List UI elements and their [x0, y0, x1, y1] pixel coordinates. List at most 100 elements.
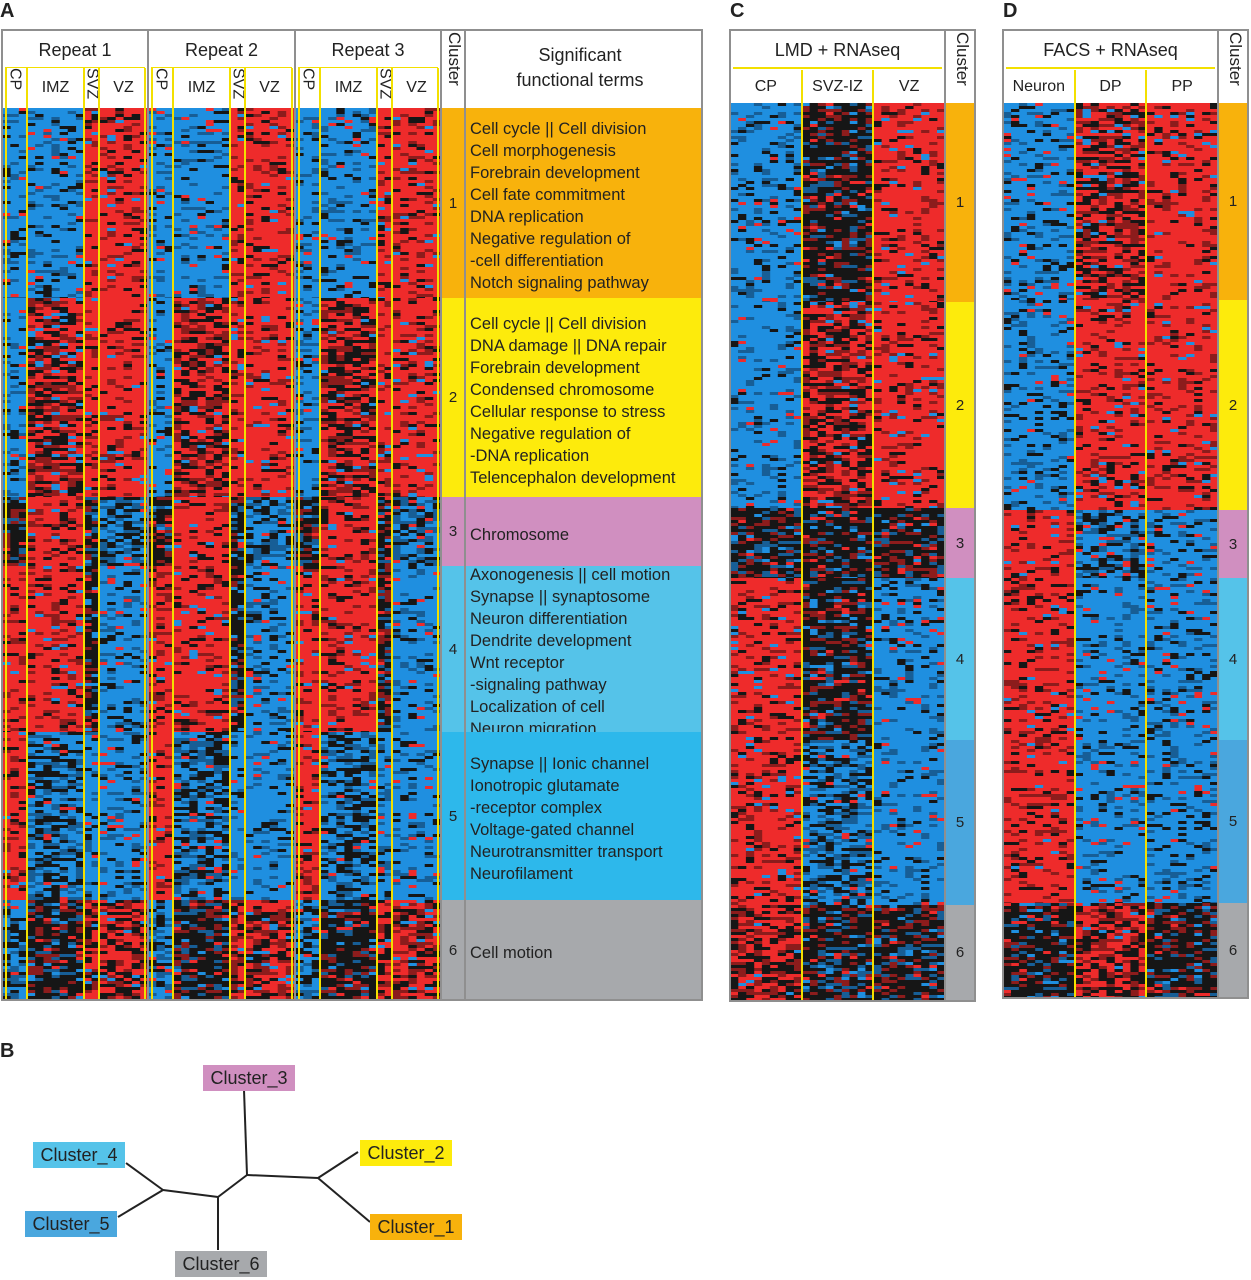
panel-label: B [0, 1040, 15, 1062]
group-header: Repeat 1 [38, 39, 112, 60]
cluster-cell: 1 [1218, 103, 1248, 300]
panel-label: A [0, 0, 15, 22]
divider [944, 30, 946, 1000]
subcolumn-label: SVZ-IZ [812, 77, 863, 95]
subcolumn-label: SVZ [377, 68, 394, 108]
divider [244, 68, 246, 1000]
divider [872, 70, 875, 1000]
cluster-cell: 5 [441, 732, 465, 900]
subcolumn-label: VZ [99, 68, 148, 108]
branch [317, 1151, 359, 1179]
branch [317, 1177, 371, 1223]
functional-term: Negative regulation of [470, 424, 631, 443]
subcolumn-label: SVZ [230, 68, 247, 108]
functional-term: Neurotransmitter transport [470, 843, 663, 861]
branch [117, 1189, 164, 1218]
group-header: Repeat 2 [184, 39, 259, 60]
cluster-cell: 5 [1218, 740, 1248, 903]
branch [217, 1174, 248, 1198]
terms-cell: Cell cycle || Cell division Cell morphoge… [465, 108, 702, 298]
cluster-cell: 6 [945, 905, 975, 1000]
cluster-cell: 4 [945, 578, 975, 740]
functional-term: -receptor complex [470, 799, 603, 817]
heatmap-cells [730, 103, 946, 998]
functional-term: Negative regulation of [470, 230, 631, 248]
cluster-cell: 2 [1218, 300, 1248, 510]
divider [464, 30, 466, 1000]
functional-term: Wnt receptor [470, 654, 565, 672]
heatmap-cells [730, 103, 946, 1000]
divider [151, 68, 153, 1000]
subcolumn-label: Neuron [1012, 77, 1066, 95]
tree-node-label: Cluster_1 [370, 1214, 462, 1240]
divider [376, 68, 378, 1000]
functional-term: Voltage-gated channel [470, 821, 635, 839]
cluster-header: Cluster [441, 32, 465, 108]
branch [162, 1189, 219, 1198]
functional-term: -signaling pathway [470, 676, 607, 694]
functional-term: -DNA replication [470, 446, 590, 465]
divider [5, 68, 7, 1000]
divider [298, 68, 300, 1000]
divider [440, 30, 442, 1000]
divider [800, 70, 803, 1000]
cluster-cell: 6 [1218, 903, 1248, 997]
heatmap-cells [1003, 106, 1219, 997]
cluster-cell: 4 [441, 566, 465, 732]
subcolumn-label: SVZ [84, 68, 101, 108]
functional-term: Cell cycle || Cell division [470, 314, 647, 333]
heatmap-cells [1003, 103, 1219, 997]
functional-term: Cellular response to stress [470, 402, 666, 421]
tree-node-label: Cluster_5 [25, 1211, 117, 1237]
heatmap-cells [1003, 103, 1219, 997]
panel-frame [1002, 29, 1249, 999]
divider [83, 68, 85, 1000]
divider [391, 68, 393, 1000]
panel-title: LMD + RNAseq [774, 39, 901, 60]
functional-term: Forebrain development [470, 358, 640, 377]
heatmap-cells [2, 108, 442, 1000]
cluster-cell: 4 [1218, 578, 1248, 740]
cluster-cell: 1 [441, 108, 465, 298]
functional-term: DNA damage || DNA repair [470, 336, 667, 355]
divider [291, 68, 293, 1000]
tree-node-label: Cluster_2 [360, 1140, 452, 1166]
cluster-header: Cluster [1226, 32, 1245, 86]
branch [125, 1162, 164, 1191]
tree-node-label: Cluster_6 [175, 1251, 267, 1277]
panel-label: C [730, 0, 745, 22]
terms-header: Significant functional terms [516, 45, 644, 90]
divider [144, 68, 146, 1000]
subcolumn-label: VZ [245, 68, 294, 108]
divider [1145, 70, 1148, 997]
heatmap-cells [2, 108, 442, 1000]
functional-term: Cell motion [470, 944, 553, 962]
functional-term: Synapse || synaptosome [470, 588, 651, 606]
functional-term: Telencephalon development [470, 468, 676, 487]
cluster-cell: 5 [945, 740, 975, 905]
tree-node-label: Cluster_4 [33, 1142, 125, 1168]
heatmap-cells [730, 103, 946, 1000]
subcolumn-label: VZ [392, 68, 441, 108]
terms-cell: Cell cycle || Cell division DNA damage ||… [465, 298, 702, 497]
divider [26, 68, 28, 1000]
divider [733, 67, 942, 69]
divider [1217, 30, 1219, 997]
subcolumn-label: IMZ [27, 68, 84, 108]
heatmap-cells [1003, 103, 1219, 997]
terms-cell: Synapse || Ionic channel Ionotropic gluta… [465, 732, 702, 900]
terms-cell: Cell motion [465, 900, 702, 1000]
tree-node-label: Cluster_3 [203, 1065, 295, 1091]
divider [229, 68, 231, 1000]
subcolumn-label: IMZ [173, 68, 230, 108]
panel-frame [729, 29, 976, 1002]
panel-title: FACS + RNAseq [1043, 39, 1178, 60]
group-header: Repeat 3 [331, 39, 405, 60]
terms-cell: Axonogenesis || cell motion Synapse || sy… [465, 566, 702, 738]
functional-term: Cell fate commitment [470, 186, 625, 204]
cluster-cell: 6 [441, 900, 465, 1000]
functional-term: Forebrain development [470, 164, 640, 182]
divider [294, 30, 296, 1000]
cluster-cell: 3 [441, 497, 465, 566]
